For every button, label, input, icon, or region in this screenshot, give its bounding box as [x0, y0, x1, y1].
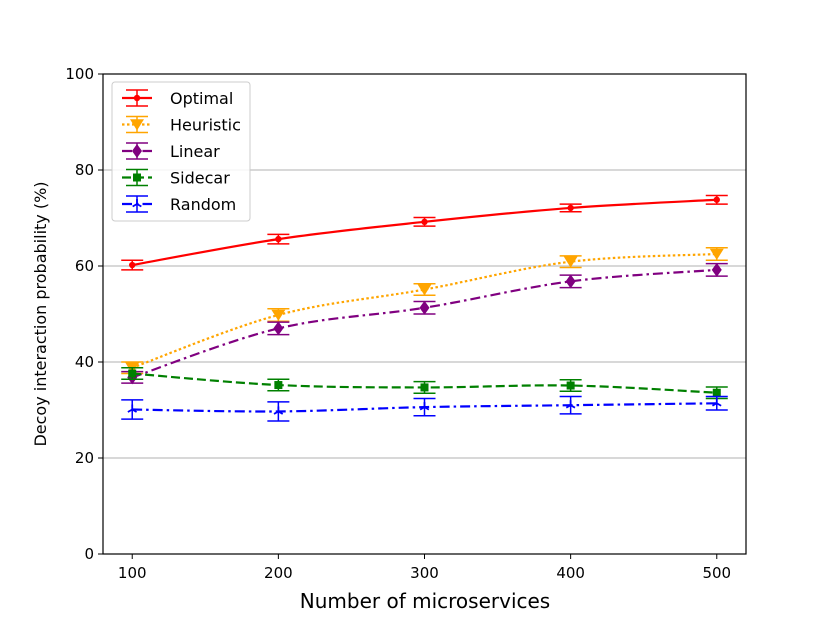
data-point [420, 383, 429, 392]
data-point [273, 406, 284, 415]
series-optimal [121, 194, 728, 271]
x-tick-label: 400 [556, 564, 585, 582]
marker-stroke [132, 203, 138, 208]
legend-marker [133, 173, 141, 182]
data-point [566, 381, 575, 390]
data-point [128, 369, 137, 378]
legend-marker [132, 144, 142, 158]
y-tick-label: 0 [84, 545, 94, 563]
data-point [421, 218, 428, 226]
data-point [419, 402, 430, 411]
marker-stroke [419, 406, 425, 411]
legend-item-random: Random [122, 195, 236, 214]
y-tick-label: 80 [75, 161, 94, 179]
data-point [565, 274, 576, 289]
legend-item-linear: Linear [122, 142, 220, 161]
data-point [129, 261, 136, 269]
data-point [274, 381, 283, 390]
legend-label: Optimal [170, 89, 233, 108]
marker-stroke [716, 402, 722, 407]
data-point [419, 300, 430, 315]
y-tick-label: 100 [65, 65, 94, 83]
data-point [711, 398, 722, 407]
marker-stroke [711, 402, 718, 407]
marker-stroke [570, 404, 576, 409]
legend-item-sidecar: Sidecar [122, 169, 230, 188]
marker-stroke [127, 408, 133, 413]
data-point [273, 321, 284, 336]
legend-label: Heuristic [170, 116, 241, 135]
marker-stroke [565, 404, 572, 409]
x-tick-label: 500 [702, 564, 731, 582]
marker-stroke [277, 410, 284, 415]
series-random [121, 395, 728, 422]
legend-marker [133, 94, 141, 102]
data-point [127, 404, 138, 413]
legend: Optimal Heuristic Linear Sidecar Random [111, 81, 251, 222]
legend-label: Sidecar [170, 169, 230, 188]
marker-stroke [424, 406, 430, 411]
marker-stroke [131, 408, 138, 413]
y-tick-label: 40 [75, 353, 94, 371]
x-tick-label: 200 [264, 564, 293, 582]
data-point [711, 262, 722, 277]
data-point [709, 248, 724, 260]
data-point [567, 204, 574, 212]
y-tick-label: 60 [75, 257, 94, 275]
series-layer [121, 194, 728, 422]
data-point [713, 196, 720, 203]
legend-item-heuristic: Heuristic [122, 116, 241, 135]
legend-marker [130, 119, 144, 131]
legend-item-optimal: Optimal [122, 89, 233, 108]
legend-label: Random [170, 195, 236, 214]
x-tick-label: 300 [410, 564, 439, 582]
data-point [417, 284, 432, 296]
data-point [563, 256, 578, 268]
x-tick-label: 100 [118, 564, 147, 582]
marker-stroke [273, 410, 279, 415]
y-axis-label: Decoy interaction probability (%) [31, 181, 50, 446]
data-point [275, 235, 282, 243]
series-linear [121, 262, 728, 385]
legend-marker [132, 199, 142, 208]
data-point [271, 309, 286, 321]
data-point [712, 388, 721, 397]
marker-stroke [136, 203, 142, 208]
series-sidecar [121, 367, 728, 400]
data-point [565, 400, 576, 409]
axes: 0 20 40 60 80 100 100 200 300 400 500 [65, 65, 731, 582]
legend-label: Linear [170, 142, 220, 161]
x-axis-label: Number of microservices [300, 589, 550, 613]
y-tick-label: 20 [75, 449, 94, 467]
